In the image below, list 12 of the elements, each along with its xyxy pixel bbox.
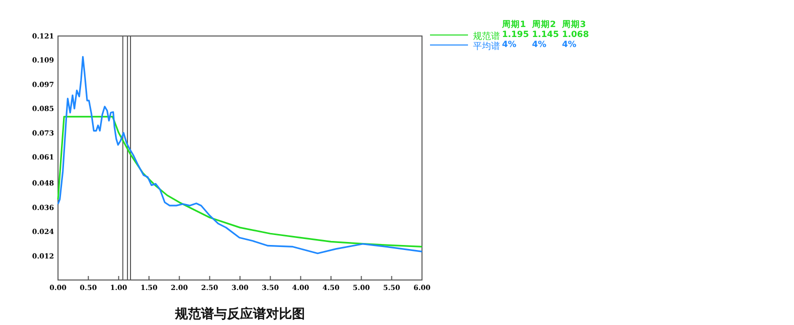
annotation: 4% xyxy=(532,40,546,50)
annotation: 1.195 xyxy=(502,30,529,40)
annotation: 周期3 xyxy=(562,20,586,30)
annotation: 4% xyxy=(562,40,576,50)
annotation: 周期2 xyxy=(532,20,556,30)
annotation: 1.145 xyxy=(532,30,559,40)
legend-label: 平均谱 xyxy=(473,41,500,52)
legend-label: 规范谱 xyxy=(473,31,500,42)
annotation: 1.068 xyxy=(562,30,589,40)
text: 规范谱与反应谱对比图 xyxy=(174,306,305,322)
annotation: 4% xyxy=(502,40,516,50)
annotation: 周期1 xyxy=(502,20,526,30)
